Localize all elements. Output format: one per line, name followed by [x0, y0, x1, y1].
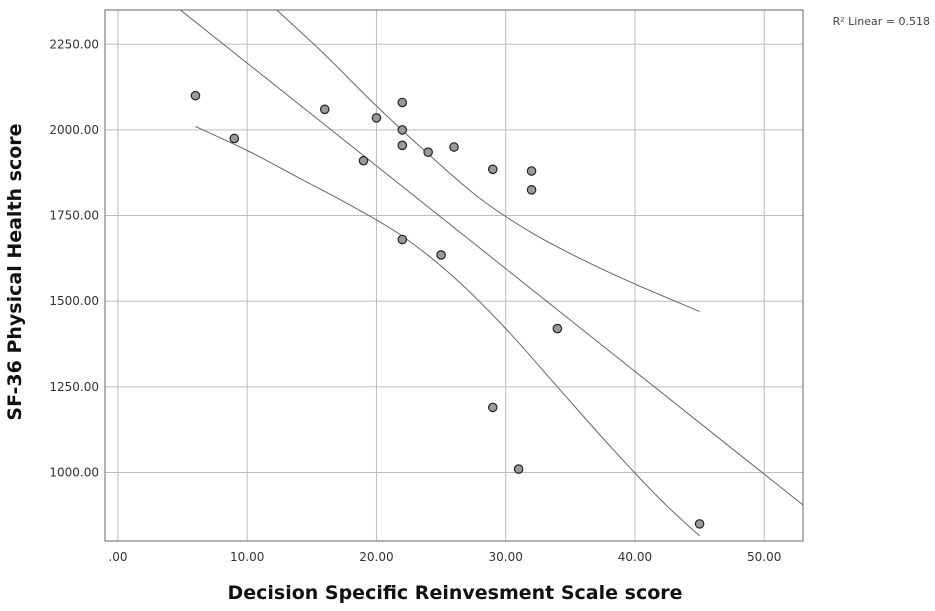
y-tick-label: 1250.00	[49, 380, 99, 394]
data-point	[229, 133, 240, 144]
tick-labels: .00 10.00 20.00 30.00 40.00 50.00 1000.00 1250.…	[49, 37, 781, 564]
y-tick-label: 2000.00	[49, 123, 99, 137]
data-point	[487, 402, 498, 413]
y-tick-label: 1750.00	[49, 209, 99, 223]
linear-fit-line	[179, 10, 803, 506]
x-axis-title: Decision Specific Reinvesment Scale scor…	[227, 582, 682, 604]
confidence-bands	[195, 10, 700, 537]
fit-line-group	[179, 10, 803, 506]
data-point	[397, 234, 408, 245]
data-point	[694, 519, 705, 529]
data-point	[397, 140, 408, 151]
plot-frame	[104, 9, 804, 542]
x-tick-label: 10.00	[230, 550, 264, 564]
x-tick-label: .00	[108, 550, 127, 564]
x-tick-label: 40.00	[618, 550, 652, 564]
data-point	[423, 147, 433, 157]
y-tick-label: 2250.00	[49, 37, 99, 51]
data-point	[397, 97, 408, 108]
data-point	[487, 164, 498, 175]
data-point	[436, 250, 446, 260]
x-tick-label: 50.00	[747, 550, 781, 564]
data-point	[513, 464, 524, 474]
data-point	[526, 185, 537, 195]
data-point	[397, 125, 408, 135]
y-tick-label: 1000.00	[49, 465, 99, 479]
grid	[105, 10, 803, 541]
lower-confidence-curve	[195, 126, 700, 537]
data-point	[552, 323, 563, 334]
r-squared-annotation: R² Linear = 0.518	[833, 15, 930, 28]
data-point	[319, 104, 330, 115]
data-points	[190, 90, 705, 529]
x-tick-label: 30.00	[489, 550, 523, 564]
data-point	[358, 155, 369, 166]
upper-confidence-curve	[275, 10, 700, 312]
y-tick-label: 1500.00	[49, 294, 99, 308]
data-point	[449, 142, 459, 152]
data-point	[190, 90, 201, 101]
data-point	[526, 166, 537, 176]
y-axis-title: SF-36 Physical Health score	[4, 123, 26, 420]
data-point	[371, 113, 382, 123]
x-tick-label: 20.00	[359, 550, 393, 564]
